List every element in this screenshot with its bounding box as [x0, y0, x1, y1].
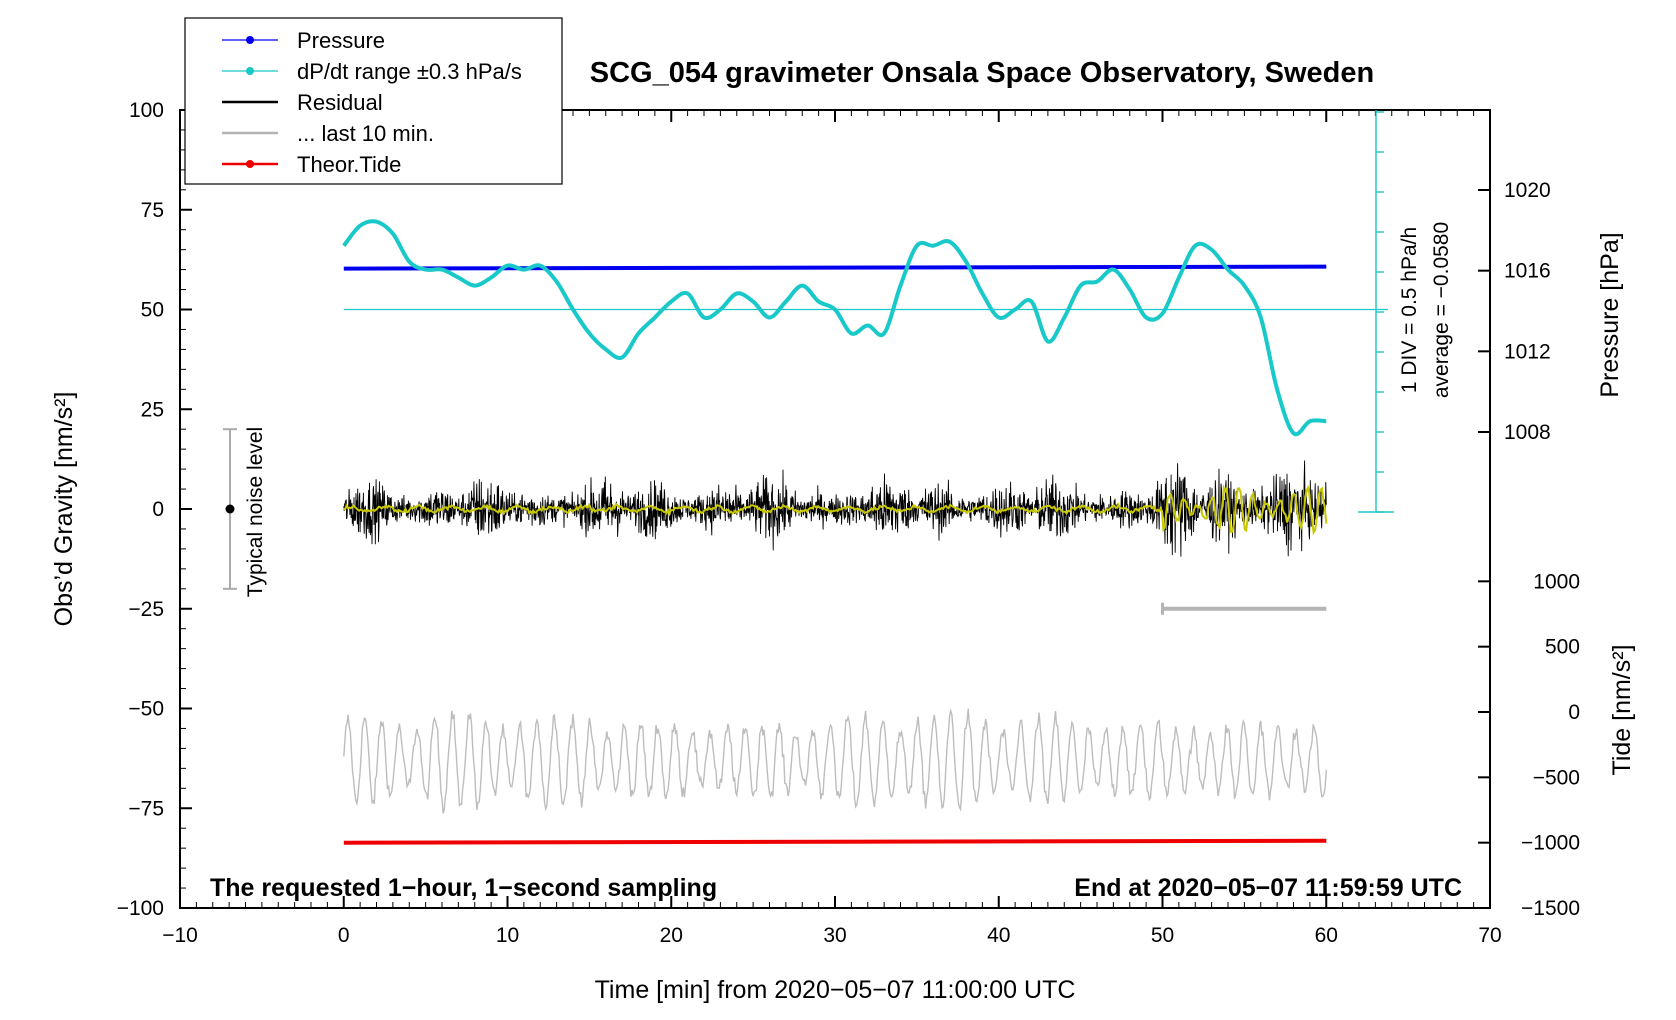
- dpdt-average-text: average = −0.0580: [1430, 222, 1453, 398]
- x-axis-title: Time [min] from 2020−05−07 11:00:00 UTC: [595, 976, 1076, 1004]
- x-tick-label: 40: [987, 924, 1010, 947]
- y-tick-label: −75: [128, 797, 164, 820]
- y-tick-label: 0: [152, 498, 164, 521]
- note-end-time: End at 2020−05−07 11:59:59 UTC: [1074, 874, 1462, 902]
- y-tick-label: −50: [128, 698, 164, 721]
- legend-label: Pressure: [297, 28, 385, 53]
- pressure-tick-label: 1016: [1504, 260, 1551, 283]
- chart-title: SCG_054 gravimeter Onsala Space Observat…: [590, 57, 1374, 89]
- x-tick-label: 60: [1315, 924, 1338, 947]
- pressure-tick-label: 1008: [1504, 421, 1551, 444]
- tide-tick-label: −1000: [1521, 832, 1580, 855]
- y-axis-title-pressure: Pressure [hPa]: [1596, 232, 1624, 397]
- legend: Pressure dP/dt range ±0.3 hPa/s Residual..…: [184, 17, 563, 185]
- pressure-tick-label: 1012: [1504, 340, 1551, 363]
- tide-axis-ticks: −1500 −1000 −500 0 500 1000: [1478, 570, 1580, 920]
- y-tick-label: 75: [141, 199, 164, 222]
- tide-tick-label: −1500: [1521, 897, 1580, 920]
- x-tick-label: 70: [1478, 924, 1501, 947]
- legend-label: Residual: [297, 90, 383, 115]
- x-tick-label: −10: [162, 924, 198, 947]
- y-tick-label: 50: [141, 299, 164, 322]
- data-traces: [342, 219, 1328, 845]
- dpdt-scale-bar: [343, 110, 1394, 513]
- legend-label: Theor.Tide: [297, 152, 401, 177]
- y-axis-title-tide: Tide [nm/s²]: [1608, 644, 1636, 775]
- x-axis-ticks: −10 0 10 20 30 40 50 60 70: [162, 110, 1502, 947]
- theoretical-tide-line: [343, 838, 1327, 845]
- legend-label: ... last 10 min.: [297, 121, 434, 146]
- y-tick-label: −100: [117, 897, 164, 920]
- legend-items: Pressure dP/dt range ±0.3 hPa/s Residual..…: [222, 28, 522, 177]
- x-tick-label: 50: [1151, 924, 1174, 947]
- legend-label: dP/dt range ±0.3 hPa/s: [297, 59, 522, 84]
- gray-oscillation-trace: [343, 708, 1327, 814]
- note-sampling: The requested 1−hour, 1−second sampling: [210, 874, 717, 902]
- pressure-axis-ticks: 1008 1012 1016 1020: [1478, 179, 1551, 444]
- tide-tick-label: 1000: [1533, 570, 1580, 593]
- x-tick-label: 20: [660, 924, 683, 947]
- noise-level-label: Typical noise level: [244, 427, 267, 597]
- y-tick-label: 25: [141, 398, 164, 421]
- y-tick-label: 100: [129, 99, 164, 122]
- y-tick-label: −25: [128, 598, 164, 621]
- pressure-tick-label: 1020: [1504, 179, 1551, 202]
- dpdt-curve: [342, 219, 1327, 437]
- y-axis-ticks: −100 −75 −50 −25 0 25 50 75 100: [117, 99, 192, 920]
- smoothed-residual-trace: [343, 484, 1328, 536]
- x-tick-label: 30: [823, 924, 846, 947]
- tide-tick-label: 0: [1568, 701, 1580, 724]
- tide-tick-label: −500: [1533, 766, 1580, 789]
- tide-tick-label: 500: [1545, 636, 1580, 659]
- pressure-line: [343, 264, 1327, 271]
- noise-center-dot: [225, 504, 235, 514]
- y-axis-title-gravity: Obs’d Gravity [nm/s²]: [50, 392, 78, 627]
- x-tick-label: 10: [496, 924, 519, 947]
- legend-swatch-dot: [246, 160, 254, 168]
- legend-swatch-dot: [246, 67, 254, 75]
- dpdt-scale-text: 1 DIV = 0.5 hPa/h: [1398, 227, 1421, 393]
- x-tick-label: 0: [338, 924, 350, 947]
- legend-swatch-dot: [246, 36, 254, 44]
- typical-noise-marker: [223, 428, 237, 590]
